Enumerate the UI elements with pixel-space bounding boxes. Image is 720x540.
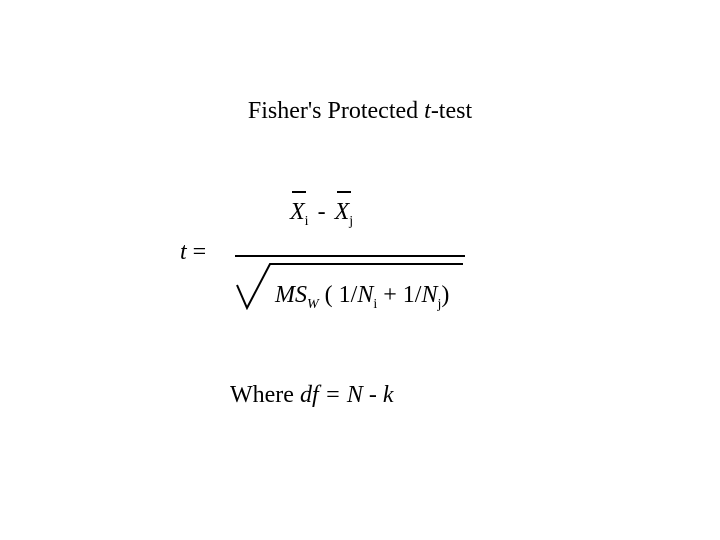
where-line: Where df = N - k — [230, 382, 393, 409]
page-title: Fisher's Protected t-test — [0, 98, 720, 125]
radicand: MSW ( 1/Ni + 1/Nj) — [275, 282, 449, 313]
radical: MSW ( 1/Ni + 1/Nj) — [235, 280, 465, 320]
fraction-line — [235, 255, 465, 257]
sub-j: j — [349, 214, 353, 229]
lhs: t = — [180, 239, 206, 266]
x-var-j: X — [335, 199, 350, 225]
plus: + 1/ — [377, 282, 421, 308]
title-t: t — [424, 98, 431, 124]
x-var-i: X — [290, 199, 305, 225]
xbar-j: Xj — [335, 199, 354, 230]
where-df: df = N - k — [300, 382, 394, 408]
bar-icon — [292, 191, 306, 193]
paren-close: ) — [441, 282, 449, 308]
lhs-t: t — [180, 239, 187, 265]
sub-i: i — [305, 214, 309, 229]
paren-open: ( 1/ — [319, 282, 358, 308]
sub-w: W — [307, 297, 319, 312]
xbar-i: Xi — [290, 199, 309, 230]
lhs-eq: = — [187, 239, 207, 265]
denominator: MSW ( 1/Ni + 1/Nj) — [235, 280, 465, 327]
where-prefix: Where — [230, 382, 300, 408]
ms: MS — [275, 282, 307, 308]
title-suffix: -test — [431, 98, 472, 124]
n-i: N — [357, 282, 373, 308]
minus: - — [312, 199, 332, 225]
n-j: N — [421, 282, 437, 308]
numerator: Xi - Xj — [290, 199, 353, 230]
bar-icon — [337, 191, 351, 193]
title-prefix: Fisher's Protected — [248, 98, 424, 124]
